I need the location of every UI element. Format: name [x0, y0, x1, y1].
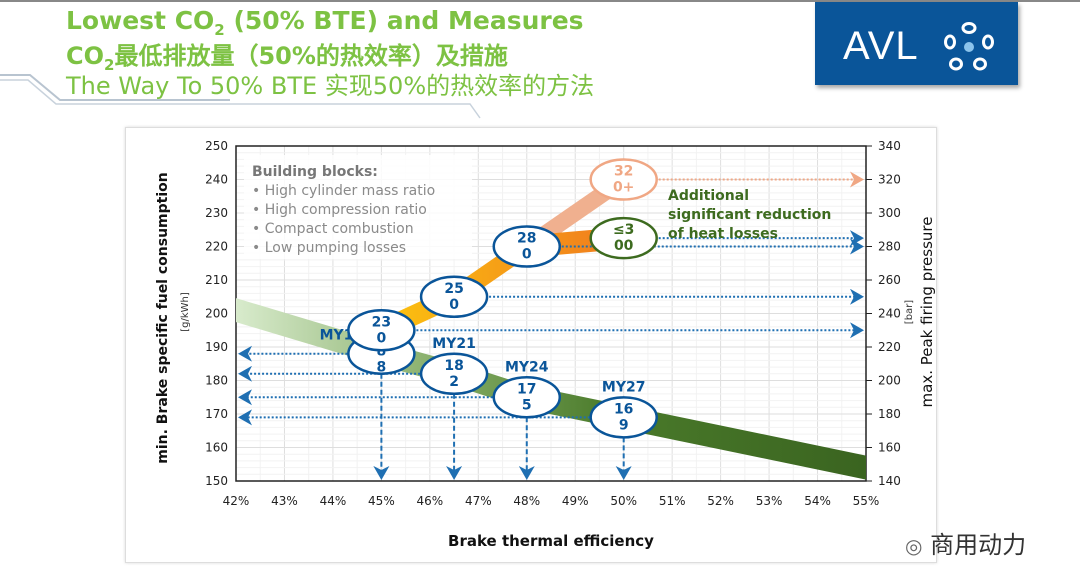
x-tick-label: 53%	[756, 494, 783, 508]
x-tick-label: 47%	[465, 494, 492, 508]
bsfc-bubble-label: 2	[449, 374, 459, 390]
model-year-label: MY24	[505, 359, 549, 375]
x-tick-label: 51%	[659, 494, 686, 508]
heat-loss-annotation: significant reduction	[668, 207, 831, 223]
pfp-bubble-label: 00	[614, 238, 634, 254]
decorative-lines	[0, 74, 481, 119]
x-tick-label: 54%	[804, 494, 831, 508]
legend-item: • Low pumping losses	[252, 240, 406, 256]
y-tick-label: 160	[205, 441, 228, 455]
x-tick-label: 55%	[853, 494, 880, 508]
pfp-bubble	[492, 225, 562, 268]
x-tick-label: 48%	[513, 494, 540, 508]
y2-axis-unit: [bar]	[904, 300, 915, 324]
y2-tick-label: 260	[878, 273, 901, 287]
bsfc-band	[236, 298, 866, 480]
bsfc-bubble-label: 9	[619, 417, 629, 433]
x-tick-label: 43%	[271, 494, 298, 508]
y-tick-label: 250	[205, 139, 228, 153]
pfp-bubble-label: 0	[377, 330, 387, 346]
x-tick-label: 44%	[320, 494, 347, 508]
heat-loss-annotation: Additional	[668, 188, 749, 204]
pfp-bubble-label: 23	[372, 314, 391, 330]
y-axis-unit: [g/kWh]	[180, 292, 191, 332]
wechat-icon: ◎	[905, 534, 923, 558]
y-tick-label: 230	[205, 206, 228, 220]
watermark: ◎ 商用动力	[905, 531, 1027, 559]
y-tick-label: 210	[205, 273, 228, 287]
pfp-bubble	[589, 158, 658, 201]
y-tick-label: 170	[205, 407, 228, 421]
x-tick-label: 49%	[562, 494, 589, 508]
bsfc-bubble	[492, 376, 562, 419]
y-axis-label: min. Brake specific fuel consumption	[155, 172, 171, 463]
legend-title: Building blocks:	[252, 164, 378, 180]
heat-loss-annotation: of heat losses	[668, 226, 778, 242]
model-year-label: MY27	[602, 379, 646, 395]
y-tick-label: 200	[205, 307, 228, 321]
bsfc-bubble-label: 8	[377, 360, 387, 376]
y2-tick-label: 240	[878, 307, 901, 321]
legend-item: • High compression ratio	[252, 202, 427, 218]
y2-tick-label: 160	[878, 441, 901, 455]
bsfc-bubble-label: 8	[377, 344, 387, 360]
top-border	[0, 0, 1080, 2]
y-tick-label: 150	[205, 474, 228, 488]
pfp-bubble	[347, 309, 416, 352]
x-tick-label: 50%	[610, 494, 637, 508]
x-axis-label: Brake thermal efficiency	[448, 532, 654, 550]
y2-tick-label: 180	[878, 407, 901, 421]
y2-tick-label: 300	[878, 206, 901, 220]
pfp-bubble	[589, 216, 658, 260]
y2-axis-label: max. Peak firing pressure	[918, 217, 936, 408]
y-tick-label: 240	[205, 173, 228, 187]
y2-tick-label: 320	[878, 173, 901, 187]
model-year-label: MY21	[432, 336, 476, 352]
pfp-bubble-label: 28	[517, 231, 536, 247]
title-line-1: Lowest CO2 (50% BTE) and Measures	[66, 6, 584, 39]
title-line-3: The Way To 50% BTE 实现50%的热效率的方法	[66, 72, 595, 100]
y2-tick-label: 220	[878, 340, 901, 354]
pfp-bubble-label: 32	[614, 164, 633, 180]
avl-star-icon	[944, 22, 994, 71]
y-tick-label: 220	[205, 240, 228, 254]
x-tick-label: 45%	[368, 494, 395, 508]
pfp-bubble-label: ≤3	[613, 222, 634, 238]
y-tick-label: 180	[205, 374, 228, 388]
pfp-bubble-label: 25	[444, 281, 463, 297]
x-tick-label: 46%	[417, 494, 444, 508]
bsfc-bubble-label: 16	[614, 401, 633, 417]
y2-tick-label: 340	[878, 139, 901, 153]
y2-tick-label: 140	[878, 474, 901, 488]
title-line-2: CO2最低排放量（50%的热效率）及措施	[66, 42, 508, 74]
x-tick-label: 42%	[223, 494, 250, 508]
legend-item: • High cylinder mass ratio	[252, 183, 435, 199]
pfp-bubble-label: 0	[522, 247, 532, 263]
bsfc-bubble	[419, 352, 489, 396]
bsfc-bubble-label: 5	[522, 397, 532, 413]
y2-tick-label: 280	[878, 240, 901, 254]
bsfc-bubble-label: 18	[444, 358, 463, 374]
y2-tick-label: 200	[878, 374, 901, 388]
y-tick-label: 190	[205, 340, 228, 354]
pfp-bubble-label: 0+	[613, 180, 634, 196]
x-tick-label: 52%	[707, 494, 734, 508]
bsfc-bubble-label: 17	[517, 381, 536, 397]
legend-box	[244, 155, 472, 259]
bsfc-bubble	[589, 396, 658, 439]
pfp-bubble	[419, 275, 489, 318]
avl-logo: AVL	[815, 2, 1018, 85]
legend-item: • Compact combustion	[252, 221, 414, 237]
pfp-bubble-label: 0	[449, 297, 459, 313]
